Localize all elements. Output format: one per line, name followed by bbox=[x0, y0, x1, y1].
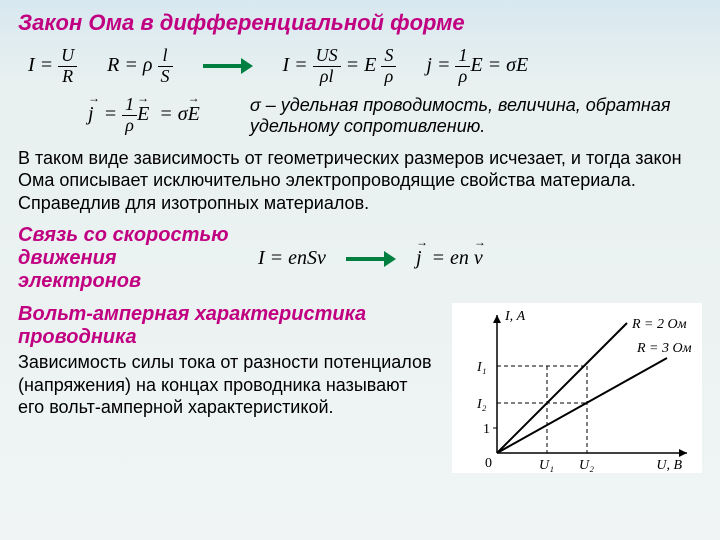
svg-text:U₂: U₂ bbox=[579, 458, 594, 473]
svg-text:R = 3 Ом: R = 3 Ом bbox=[636, 341, 692, 356]
svg-text:U, В: U, В bbox=[656, 458, 682, 473]
svg-text:I₂: I₂ bbox=[476, 397, 487, 412]
iv-chart: I, А U, В 0 1 I₁ I₂ U₁ U₂ R = 2 Ом R = 3 Ом bbox=[452, 303, 702, 473]
formula-v1: I = enSv bbox=[258, 247, 326, 270]
page-title: Закон Ома в дифференциальной форме bbox=[18, 10, 702, 36]
subtitle-velocity: Связь со скоростью движения электронов bbox=[18, 224, 238, 293]
svg-text:U₁: U₁ bbox=[539, 458, 554, 473]
formula-v2: j = en v bbox=[416, 247, 483, 270]
formula-3: I = USρl = E Sρ bbox=[283, 46, 397, 87]
svg-text:0: 0 bbox=[485, 456, 492, 471]
formula-1: I = UR bbox=[28, 46, 77, 87]
svg-text:R = 2 Ом: R = 2 Ом bbox=[631, 317, 687, 332]
sigma-definition: σ – удельная проводимость, величина, обр… bbox=[250, 95, 702, 137]
formula-4: j = 1ρE = σE bbox=[426, 46, 528, 87]
arrow-icon bbox=[203, 61, 253, 71]
formula-2: R = ρ lS bbox=[107, 46, 172, 87]
subtitle-iv: Вольт-амперная характеристика проводника bbox=[18, 303, 437, 349]
svg-text:I₁: I₁ bbox=[476, 360, 487, 375]
formula-row-2: j = 1ρE = σE σ – удельная проводимость, … bbox=[18, 95, 702, 137]
section-iv-curve: Вольт-амперная характеристика проводника… bbox=[18, 303, 702, 473]
formula-5: j = 1ρE = σE bbox=[88, 95, 200, 136]
svg-text:I, А: I, А bbox=[504, 309, 526, 324]
body-paragraph-2: Зависимость силы тока от разности потенц… bbox=[18, 351, 437, 419]
arrow-icon bbox=[346, 254, 396, 264]
body-paragraph-1: В таком виде зависимость от геометрическ… bbox=[18, 147, 702, 215]
svg-text:1: 1 bbox=[483, 422, 490, 437]
section-velocity: Связь со скоростью движения электронов I… bbox=[18, 224, 702, 293]
formula-row-1: I = UR R = ρ lS I = USρl = E Sρ j = 1ρE … bbox=[18, 46, 702, 87]
